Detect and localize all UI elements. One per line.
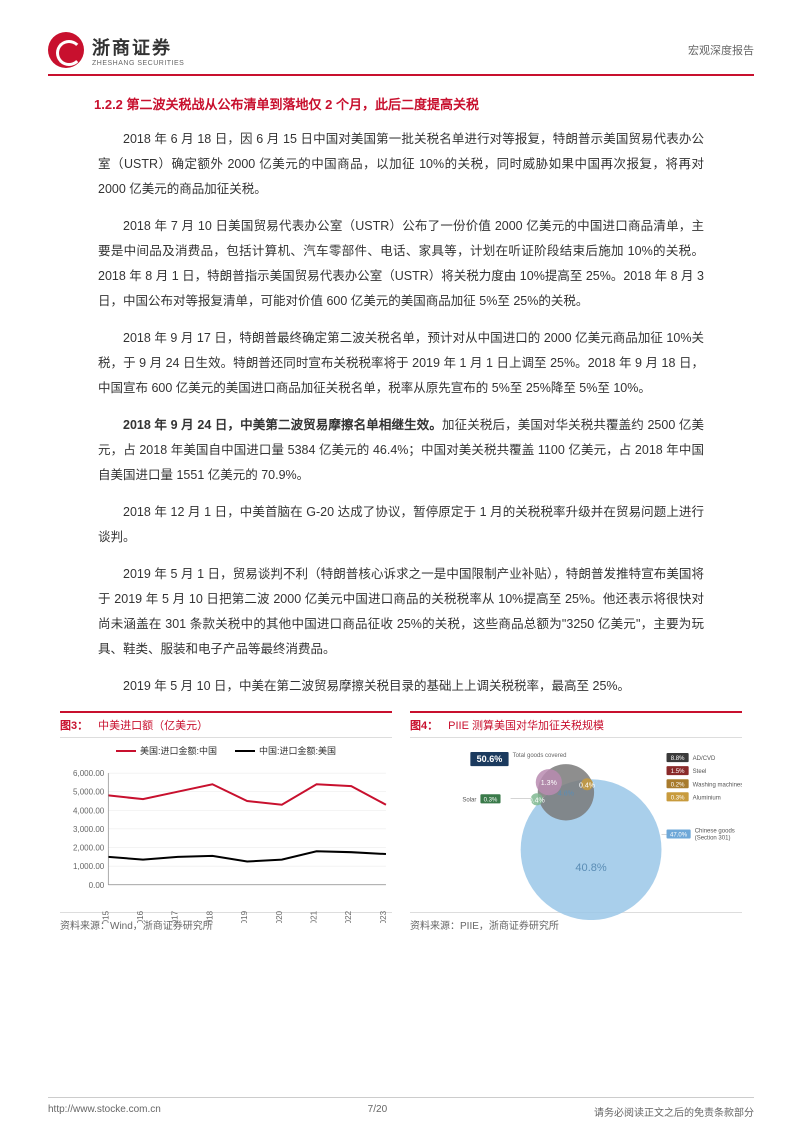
chart4-svg: 40.8% 4.8%1.3% 0.4% 0.4% 50.6% Total goods co… (410, 744, 742, 920)
footer-url: http://www.stocke.com.cn (48, 1104, 161, 1119)
chart-3: 图3： 中美进口额（亿美元） 美国:进口金额:中国 中国:进口金额:美国 0.0… (60, 711, 392, 936)
svg-text:2016: 2016 (136, 910, 145, 923)
footer-disclaimer: 请务必阅读正文之后的免责条款部分 (594, 1104, 754, 1119)
para-4: 2018 年 9 月 24 日，中美第二波贸易摩擦名单相继生效。加征关税后，美国… (98, 413, 704, 488)
svg-text:0.00: 0.00 (89, 881, 105, 890)
chart3-svg: 0.00 1,000.00 2,000.00 3,000.00 4,000.00 5,00… (60, 761, 392, 923)
chart3-legend-us-label: 美国:进口金额:中国 (140, 744, 217, 757)
svg-text:Solar: Solar (462, 797, 476, 803)
page-header: 浙商证券 ZHESHANG SECURITIES 宏观深度报告 (48, 32, 754, 76)
legend-line-icon (235, 750, 255, 752)
chart3-legend-us: 美国:进口金额:中国 (116, 744, 217, 757)
svg-text:Steel: Steel (693, 769, 707, 775)
svg-text:2018: 2018 (205, 910, 214, 923)
svg-text:1.3%: 1.3% (541, 780, 557, 787)
para-5: 2018 年 12 月 1 日，中美首脑在 G-20 达成了协议，暂停原定于 1… (98, 500, 704, 550)
section-title: 1.2.2 第二波关税战从公布清单到落地仅 2 个月，此后二度提高关税 (94, 94, 754, 113)
logo-cn: 浙商证券 (92, 34, 184, 60)
svg-text:5,000.00: 5,000.00 (73, 788, 105, 797)
chart4-title: PIIE 测算美国对华加征关税规模 (448, 717, 604, 733)
chart3-num: 图3： (60, 717, 88, 733)
footer-page: 7/20 (368, 1104, 387, 1119)
svg-text:47.0%: 47.0% (670, 833, 688, 839)
para-6: 2019 年 5 月 1 日，贸易谈判不利（特朗普核心诉求之一是中国限制产业补贴… (98, 562, 704, 662)
svg-text:0.3%: 0.3% (671, 795, 685, 801)
svg-text:2015: 2015 (101, 910, 110, 923)
svg-text:2017: 2017 (171, 910, 180, 923)
logo: 浙商证券 ZHESHANG SECURITIES (48, 32, 184, 68)
svg-text:4,000.00: 4,000.00 (73, 806, 105, 815)
svg-text:1.5%: 1.5% (671, 769, 685, 775)
svg-text:2022: 2022 (344, 910, 353, 923)
svg-text:4.8%: 4.8% (558, 790, 574, 797)
legend-line-icon (116, 750, 136, 752)
svg-text:0.2%: 0.2% (671, 782, 685, 788)
chart3-legend-cn: 中国:进口金额:美国 (235, 744, 336, 757)
chart4-body: 40.8% 4.8%1.3% 0.4% 0.4% 50.6% Total goods co… (410, 738, 742, 913)
para-2: 2018 年 7 月 10 日美国贸易代表办公室（USTR）公布了一份价值 20… (98, 214, 704, 314)
svg-text:0.4%: 0.4% (579, 782, 595, 789)
svg-text:0.3%: 0.3% (484, 797, 498, 803)
svg-text:2020: 2020 (275, 910, 284, 923)
logo-icon (48, 32, 84, 68)
svg-text:8.8%: 8.8% (671, 756, 685, 762)
svg-text:Washing machines: Washing machines (693, 782, 742, 788)
svg-text:Aluminium: Aluminium (693, 795, 721, 801)
chart4-num: 图4： (410, 717, 438, 733)
svg-text:2023: 2023 (379, 910, 388, 923)
svg-text:AD/CVD: AD/CVD (693, 756, 716, 762)
chart3-legend-cn-label: 中国:进口金额:美国 (259, 744, 336, 757)
para-3: 2018 年 9 月 17 日，特朗普最终确定第二波关税名单，预计对从中国进口的… (98, 326, 704, 401)
svg-text:3,000.00: 3,000.00 (73, 825, 105, 834)
svg-text:6,000.00: 6,000.00 (73, 769, 105, 778)
svg-text:1,000.00: 1,000.00 (73, 862, 105, 871)
svg-text:2,000.00: 2,000.00 (73, 844, 105, 853)
chart3-body: 美国:进口金额:中国 中国:进口金额:美国 0.00 1,000.00 2,000.… (60, 738, 392, 913)
svg-text:Chinese goods: Chinese goods (695, 829, 735, 835)
svg-text:(Section 301): (Section 301) (695, 836, 731, 842)
chart3-title: 中美进口额（亿美元） (98, 717, 208, 733)
chart-4: 图4： PIIE 测算美国对华加征关税规模 40.8% 4.8%1.3% 0.4% 0… (410, 711, 742, 936)
svg-text:2021: 2021 (310, 910, 319, 923)
page-footer: http://www.stocke.com.cn 7/20 请务必阅读正文之后的… (48, 1097, 754, 1119)
svg-text:40.8%: 40.8% (575, 862, 607, 874)
svg-text:0.4%: 0.4% (529, 797, 545, 804)
svg-text:Total goods covered: Total goods covered (513, 753, 567, 759)
para-7: 2019 年 5 月 10 日，中美在第二波贸易摩擦关税目录的基础上上调关税税率… (98, 674, 704, 699)
svg-text:50.6%: 50.6% (477, 754, 503, 764)
para-1: 2018 年 6 月 18 日，因 6 月 15 日中国对美国第一批关税名单进行… (98, 127, 704, 202)
logo-en: ZHESHANG SECURITIES (92, 60, 184, 67)
para-4-bold: 2018 年 9 月 24 日，中美第二波贸易摩擦名单相继生效。 (123, 418, 442, 432)
doc-type: 宏观深度报告 (688, 42, 754, 58)
svg-text:2019: 2019 (240, 910, 249, 923)
charts-row: 图3： 中美进口额（亿美元） 美国:进口金额:中国 中国:进口金额:美国 0.0… (60, 711, 742, 936)
